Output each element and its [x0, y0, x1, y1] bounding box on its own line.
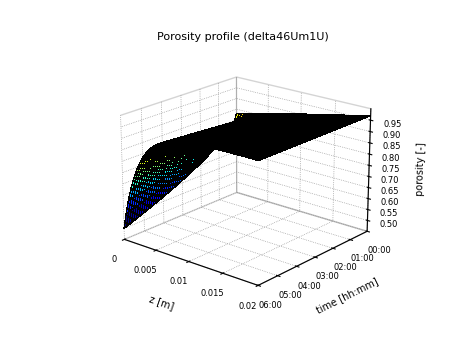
X-axis label: z [m]: z [m]	[148, 294, 175, 311]
Y-axis label: time [hh:mm]: time [hh:mm]	[314, 276, 379, 315]
Title: Porosity profile (delta46Um1U): Porosity profile (delta46Um1U)	[157, 31, 329, 42]
